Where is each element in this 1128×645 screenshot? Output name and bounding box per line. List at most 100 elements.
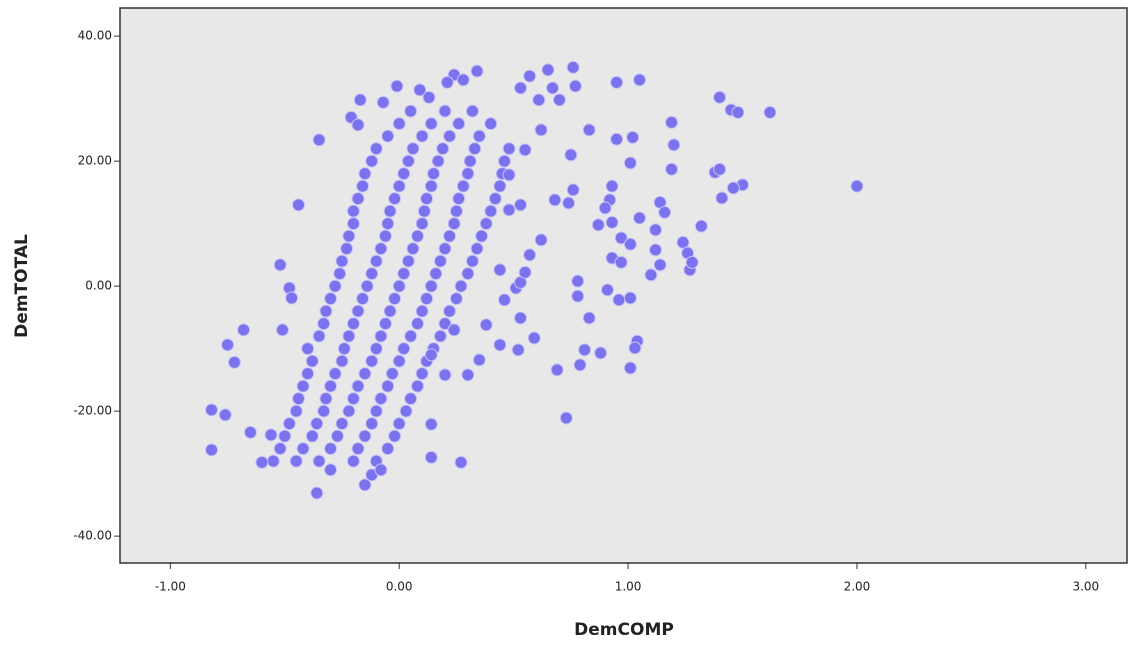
point	[605, 215, 619, 229]
point	[605, 179, 619, 193]
point	[310, 486, 324, 500]
point	[301, 342, 315, 356]
point	[438, 242, 452, 256]
point	[429, 267, 443, 281]
point	[374, 392, 388, 406]
point	[534, 233, 548, 247]
point	[351, 379, 365, 393]
point	[346, 217, 360, 231]
point	[472, 353, 486, 367]
point	[390, 79, 404, 93]
point	[285, 291, 299, 305]
point	[715, 191, 729, 205]
point	[713, 162, 727, 176]
point	[713, 90, 727, 104]
point	[358, 478, 372, 492]
point	[401, 154, 415, 168]
point	[436, 142, 450, 156]
point	[443, 129, 457, 143]
point	[289, 454, 303, 468]
point	[342, 329, 356, 343]
point	[358, 167, 372, 181]
point	[612, 293, 626, 307]
point	[514, 311, 528, 325]
point	[493, 263, 507, 277]
point	[397, 342, 411, 356]
point	[649, 223, 663, 237]
y-tick-label: 0.00	[85, 279, 112, 293]
point	[388, 192, 402, 206]
point	[731, 105, 745, 119]
point	[628, 341, 642, 355]
point	[346, 392, 360, 406]
point	[594, 346, 608, 360]
point	[346, 204, 360, 218]
point	[365, 354, 379, 368]
point	[571, 274, 585, 288]
point	[333, 267, 347, 281]
point	[449, 204, 463, 218]
point	[424, 417, 438, 431]
point	[484, 117, 498, 131]
point	[317, 404, 331, 418]
point	[383, 304, 397, 318]
point	[614, 255, 628, 269]
point	[665, 115, 679, 129]
point	[452, 117, 466, 131]
point	[335, 254, 349, 268]
point	[514, 198, 528, 212]
point	[388, 292, 402, 306]
y-tick-label: 20.00	[78, 154, 112, 168]
point	[582, 311, 596, 325]
point	[401, 254, 415, 268]
point	[312, 329, 326, 343]
point	[726, 181, 740, 195]
point	[292, 198, 306, 212]
point	[614, 231, 628, 245]
point	[337, 342, 351, 356]
point	[461, 167, 475, 181]
y-tick-label: 40.00	[78, 29, 112, 43]
point	[454, 455, 468, 469]
point	[610, 132, 624, 146]
point	[312, 133, 326, 147]
point	[351, 192, 365, 206]
point	[424, 348, 438, 362]
x-tick-label: 0.00	[386, 580, 413, 594]
point	[296, 442, 310, 456]
point	[571, 289, 585, 303]
point	[424, 279, 438, 293]
point	[465, 104, 479, 118]
point	[399, 404, 413, 418]
point	[578, 343, 592, 357]
point	[568, 79, 582, 93]
point	[374, 329, 388, 343]
point	[205, 403, 219, 417]
point	[346, 317, 360, 331]
point	[415, 129, 429, 143]
point	[381, 379, 395, 393]
y-tick-label: -40.00	[73, 529, 112, 543]
point	[511, 343, 525, 357]
point	[365, 267, 379, 281]
point	[598, 201, 612, 215]
point	[415, 217, 429, 231]
point	[447, 323, 461, 337]
point	[443, 229, 457, 243]
point	[335, 354, 349, 368]
point	[454, 279, 468, 293]
point	[335, 417, 349, 431]
point	[433, 254, 447, 268]
point	[610, 75, 624, 89]
point	[351, 442, 365, 456]
point	[546, 81, 560, 95]
point	[667, 138, 681, 152]
point	[523, 248, 537, 262]
point	[310, 417, 324, 431]
point	[438, 317, 452, 331]
point	[424, 117, 438, 131]
point	[447, 217, 461, 231]
point	[413, 83, 427, 97]
point	[541, 63, 555, 77]
